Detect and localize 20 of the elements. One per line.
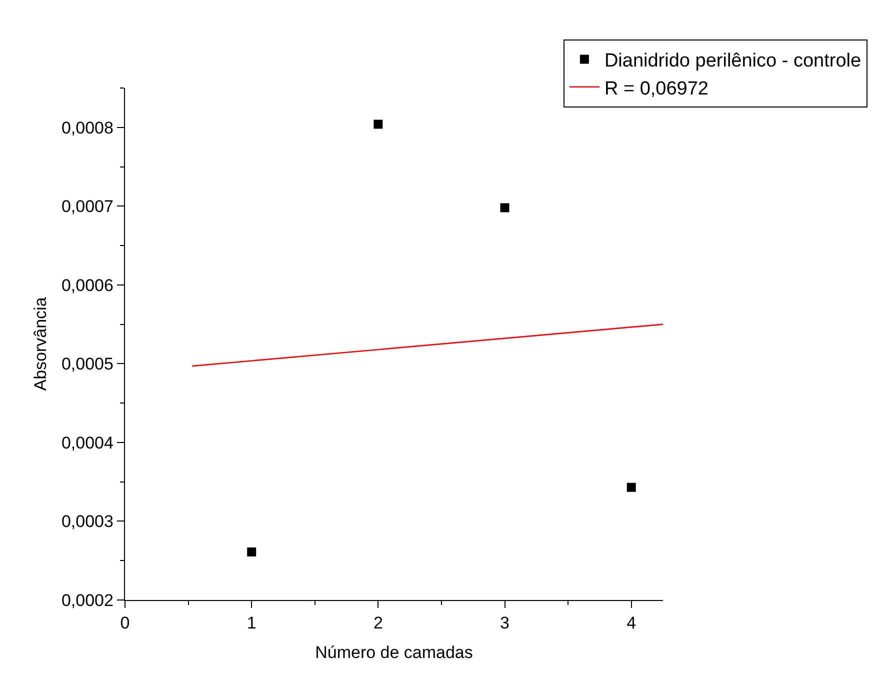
- x-axis-title: Número de camadas: [315, 642, 473, 662]
- y-axis-title: Absorvância: [31, 296, 50, 391]
- y-tick-label: 0,0008: [61, 118, 114, 138]
- x-tick-label: 0: [120, 614, 130, 633]
- y-tick-label: 0,0005: [61, 354, 114, 374]
- y-tick-label: 0,0004: [61, 433, 114, 452]
- y-tick-label: 0,0003: [61, 512, 114, 532]
- x-tick-label: 1: [246, 614, 256, 633]
- x-tick-label: 2: [373, 614, 383, 633]
- x-tick-label: 4: [626, 614, 636, 633]
- legend-label: Dianidrido perilênico - controle: [604, 50, 862, 72]
- point: [247, 547, 256, 556]
- y-tick-label: 0,0006: [61, 276, 114, 295]
- legend-label: R = 0,06972: [604, 78, 709, 100]
- x-tick-label: 3: [500, 614, 510, 633]
- y-tick-label: 0,0007: [61, 197, 114, 216]
- point: [374, 120, 383, 129]
- y-tick-label: 0,0002: [61, 590, 114, 610]
- point: [500, 203, 510, 212]
- point: [626, 482, 636, 492]
